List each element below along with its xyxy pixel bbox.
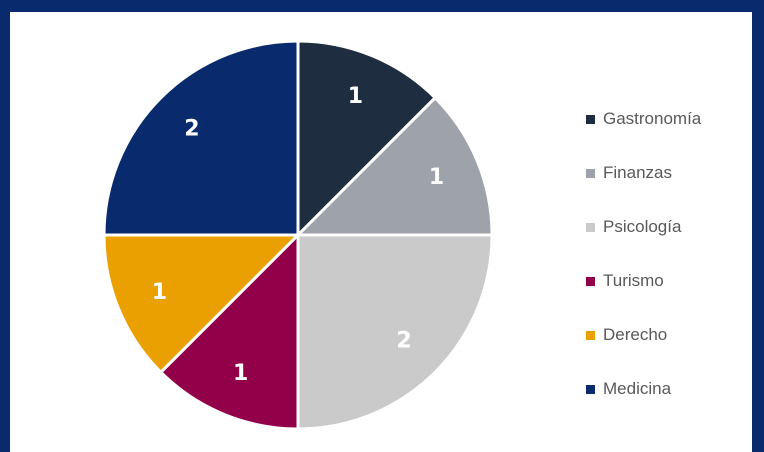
- pie-slice-turismo: [159, 233, 300, 431]
- pie-slice-medicina: [102, 39, 300, 237]
- legend-label: Derecho: [603, 325, 668, 344]
- legend-swatch: [586, 276, 595, 286]
- legend-item-derecho: Derecho: [586, 308, 701, 362]
- legend-label: Turismo: [603, 271, 664, 290]
- legend-item-medicina: Medicina: [586, 362, 701, 416]
- legend-swatch: [586, 168, 595, 178]
- pie-slice-gastronomia: [296, 39, 437, 237]
- legend-label: Psicología: [603, 217, 682, 236]
- data-label-turismo: 1: [233, 361, 248, 386]
- data-label-gastronomia: 1: [348, 84, 363, 109]
- legend-label: Medicina: [603, 379, 672, 398]
- legend-item-finanzas: Finanzas: [586, 146, 701, 200]
- data-label-medicina: 2: [184, 116, 199, 141]
- legend: Gastronomía Finanzas Psicología Turismo Dere…: [586, 92, 701, 416]
- pie-slice-psicologia: [296, 233, 494, 431]
- legend-label: Gastronomía: [603, 109, 702, 128]
- legend-label: Finanzas: [603, 163, 672, 182]
- legend-item-gastronomia: Gastronomía: [586, 92, 701, 146]
- legend-swatch: [586, 384, 595, 394]
- legend-item-psicologia: Psicología: [586, 200, 701, 254]
- data-label-finanzas: 1: [429, 165, 444, 190]
- data-label-derecho: 1: [152, 280, 167, 305]
- legend-item-turismo: Turismo: [586, 254, 701, 308]
- data-label-psicologia: 2: [396, 329, 411, 354]
- legend-swatch: [586, 114, 595, 124]
- pie-slice-finanzas: [296, 96, 494, 237]
- legend-swatch: [586, 330, 595, 340]
- pie-slice-derecho: [102, 233, 300, 374]
- legend-swatch: [586, 222, 595, 232]
